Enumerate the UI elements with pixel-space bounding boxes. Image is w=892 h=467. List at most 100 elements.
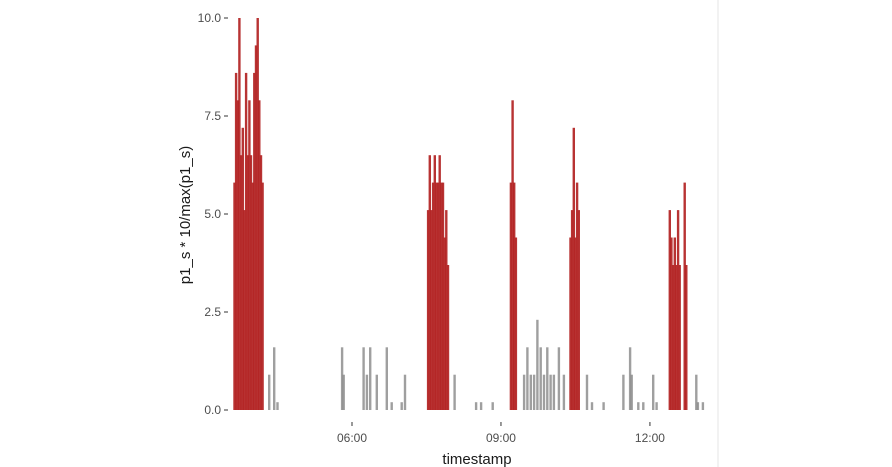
bar [261,182,264,410]
bar [453,374,456,410]
bar [258,100,261,411]
bar [491,402,494,410]
bar [445,210,448,410]
bar [671,265,675,410]
y-axis: 0.0 2.5 5.0 7.5 10.0 [198,11,228,417]
bar [557,347,561,410]
bar [474,402,478,410]
bar [342,374,345,410]
bar [701,402,705,410]
bar [514,237,518,410]
y-tick-label: 7.5 [204,109,221,123]
bar [385,347,388,410]
bar [696,402,700,410]
y-tick-label: 0.0 [204,403,221,417]
y-tick-label: 10.0 [198,11,222,25]
x-axis: 06:00 09:00 12:00 [337,422,665,445]
bar [509,182,513,410]
bar [570,210,574,410]
bar [670,237,673,410]
bar [637,402,640,410]
bar [256,18,259,410]
bar [678,265,681,410]
y-tick-label: 5.0 [204,207,221,221]
bar [676,210,680,410]
y-axis-title: p1_s * 10/max(p1_s) [177,146,194,284]
bar [522,374,526,410]
bar [549,374,552,410]
bar [630,374,633,410]
bar [675,265,678,410]
bar [246,155,249,410]
bar [234,72,238,411]
bar [244,72,248,411]
bar [438,155,441,410]
bar [539,347,542,410]
bar [248,100,251,411]
bar [390,402,393,410]
bar [238,18,241,410]
bar [251,182,254,410]
bar [683,182,686,410]
x-tick-label: 06:00 [337,431,367,445]
x-axis-title: timestamp [442,451,511,467]
bar [513,182,516,410]
bar [652,374,655,410]
bar [590,402,594,410]
bar [443,237,446,410]
bar [574,237,577,410]
bar [435,182,438,410]
bar [254,45,258,411]
bar [622,374,625,410]
x-tick-label: 09:00 [486,431,516,445]
bar [426,210,430,410]
bar [249,155,253,410]
bar [536,319,539,410]
bar [446,265,450,410]
bar [441,182,445,410]
bar [577,210,580,410]
bar [562,374,566,410]
y-tick-label: 2.5 [204,305,221,319]
bar [546,347,549,410]
bar [430,210,433,410]
bar [428,155,431,410]
bar [529,374,532,410]
bar [585,374,589,410]
bar [369,347,372,410]
bar [526,347,529,410]
bar [340,347,344,410]
bar [365,374,369,410]
bar [375,374,378,410]
bar [403,374,407,410]
bar [239,155,243,410]
bar [685,265,688,410]
bar [243,210,246,410]
bar [259,155,263,410]
bar [273,347,276,410]
bar [253,72,256,411]
bar [668,210,671,410]
bar [276,402,279,410]
bar [532,374,536,410]
bar [400,402,403,410]
bar [695,374,698,410]
bar [362,347,365,410]
bar [511,100,514,411]
bar [440,182,443,410]
bar [602,402,605,410]
bar [569,237,572,410]
bar [572,127,575,411]
bar [431,182,435,410]
bar [575,182,579,410]
bars-group [233,18,705,411]
bar [268,374,271,410]
bar [628,347,632,410]
bar [436,182,440,410]
bar [233,182,236,410]
bar [479,402,483,410]
bar [642,402,645,410]
bar [236,100,239,411]
bar [655,402,658,410]
